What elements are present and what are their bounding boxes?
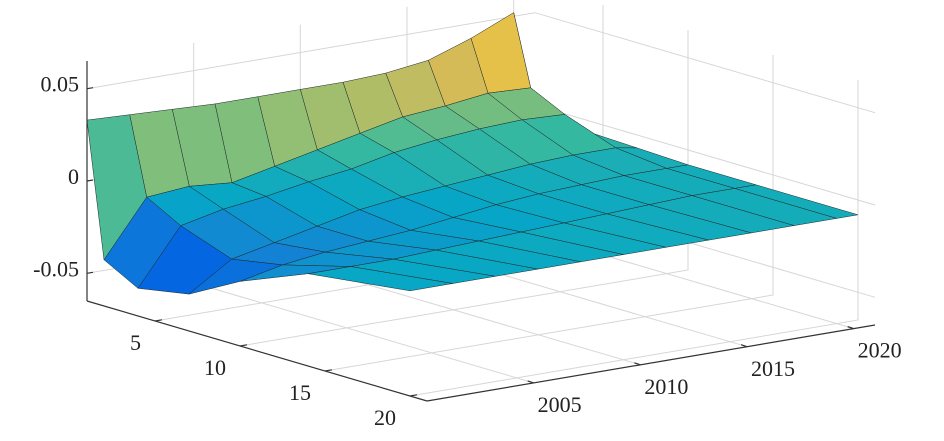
- z-tick-label: -0.05: [33, 256, 79, 281]
- y-tick-label: 10: [204, 355, 226, 380]
- y-tick: [409, 394, 418, 397]
- x-tick-label: 2020: [858, 338, 902, 363]
- z-tick-label: 0: [68, 164, 79, 189]
- z-tick: [86, 271, 94, 274]
- z-tick: [86, 87, 94, 90]
- x-tick-label: 2005: [538, 392, 582, 417]
- grid-line: [324, 55, 774, 372]
- y-tick-label: 20: [374, 405, 396, 430]
- x-tick: [847, 326, 854, 330]
- surface-patch: [307, 266, 453, 292]
- z-tick: [86, 179, 94, 182]
- grid-line: [409, 80, 859, 397]
- y-tick-label: 5: [130, 330, 141, 355]
- grid-line: [86, 12, 876, 114]
- y-tick: [239, 344, 248, 347]
- x-tick: [527, 380, 534, 384]
- y-tick: [324, 369, 333, 372]
- x-tick-label: 2010: [644, 374, 688, 399]
- axis-line: [86, 300, 428, 402]
- x-tick-label: 2015: [751, 356, 795, 381]
- y-tick: [154, 319, 163, 322]
- axis-line: [426, 324, 876, 402]
- y-tick-label: 15: [289, 380, 311, 405]
- z-tick-label: 0.05: [41, 72, 80, 97]
- x-tick: [634, 362, 641, 366]
- x-tick: [740, 344, 748, 348]
- grid-line: [239, 30, 689, 347]
